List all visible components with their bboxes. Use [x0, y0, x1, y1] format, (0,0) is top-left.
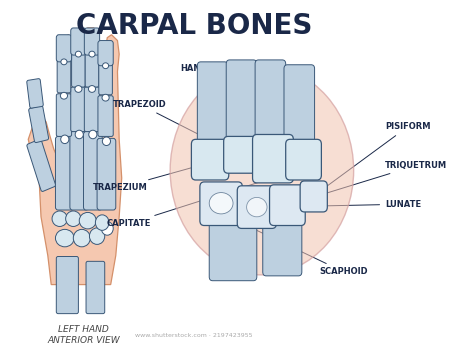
FancyBboxPatch shape — [270, 185, 305, 225]
FancyBboxPatch shape — [70, 132, 89, 210]
Ellipse shape — [75, 86, 82, 92]
FancyBboxPatch shape — [27, 139, 55, 192]
Circle shape — [170, 66, 354, 275]
Ellipse shape — [90, 228, 105, 244]
FancyBboxPatch shape — [255, 60, 286, 147]
Text: TRIQUETRUM: TRIQUETRUM — [290, 161, 447, 204]
FancyBboxPatch shape — [56, 257, 78, 314]
Text: CAPITATE: CAPITATE — [107, 179, 270, 228]
FancyBboxPatch shape — [97, 138, 116, 210]
Ellipse shape — [89, 130, 97, 139]
Polygon shape — [28, 28, 122, 285]
Text: LEFT HAND
ANTERIOR VIEW: LEFT HAND ANTERIOR VIEW — [47, 325, 120, 345]
Ellipse shape — [247, 197, 267, 217]
FancyBboxPatch shape — [57, 60, 71, 93]
FancyBboxPatch shape — [286, 139, 321, 180]
Ellipse shape — [95, 215, 109, 230]
Ellipse shape — [52, 211, 68, 226]
FancyBboxPatch shape — [72, 52, 85, 87]
Ellipse shape — [66, 211, 81, 226]
Ellipse shape — [101, 221, 113, 235]
Ellipse shape — [103, 63, 108, 69]
FancyBboxPatch shape — [300, 181, 327, 212]
Text: LUNATE: LUNATE — [269, 200, 421, 209]
FancyBboxPatch shape — [263, 221, 302, 276]
Ellipse shape — [61, 135, 69, 144]
FancyBboxPatch shape — [252, 134, 293, 183]
Text: CARPAL BONES: CARPAL BONES — [76, 13, 312, 40]
Ellipse shape — [79, 212, 96, 229]
Ellipse shape — [75, 130, 83, 139]
Ellipse shape — [55, 230, 74, 247]
FancyBboxPatch shape — [99, 64, 112, 95]
FancyBboxPatch shape — [29, 106, 49, 143]
Ellipse shape — [88, 86, 95, 92]
FancyBboxPatch shape — [27, 79, 43, 108]
FancyBboxPatch shape — [237, 186, 276, 229]
FancyBboxPatch shape — [200, 182, 243, 225]
Ellipse shape — [61, 59, 67, 65]
FancyBboxPatch shape — [86, 261, 105, 314]
FancyBboxPatch shape — [84, 132, 102, 210]
Text: SCAPHOID: SCAPHOID — [239, 222, 368, 277]
FancyBboxPatch shape — [84, 87, 99, 132]
FancyBboxPatch shape — [85, 52, 99, 87]
FancyBboxPatch shape — [84, 28, 99, 55]
FancyBboxPatch shape — [98, 41, 113, 66]
Ellipse shape — [60, 92, 68, 99]
Text: www.shutterstock.com · 2197423955: www.shutterstock.com · 2197423955 — [135, 333, 253, 338]
FancyBboxPatch shape — [71, 87, 86, 132]
Ellipse shape — [73, 230, 90, 247]
FancyBboxPatch shape — [55, 137, 74, 210]
Ellipse shape — [209, 193, 233, 214]
Ellipse shape — [75, 51, 81, 57]
FancyBboxPatch shape — [71, 28, 86, 55]
FancyBboxPatch shape — [56, 94, 72, 137]
FancyBboxPatch shape — [209, 220, 257, 281]
Text: TRAPEZIUM: TRAPEZIUM — [92, 163, 207, 192]
FancyBboxPatch shape — [98, 96, 113, 137]
FancyBboxPatch shape — [284, 65, 315, 145]
FancyBboxPatch shape — [224, 137, 258, 173]
FancyBboxPatch shape — [191, 139, 229, 180]
FancyBboxPatch shape — [56, 35, 72, 62]
Text: TRAPEZOID: TRAPEZOID — [113, 100, 238, 154]
FancyBboxPatch shape — [226, 60, 257, 147]
FancyBboxPatch shape — [198, 62, 228, 145]
Ellipse shape — [102, 94, 109, 101]
Text: HAMATE: HAMATE — [180, 64, 300, 161]
Text: PISIFORM: PISIFORM — [315, 122, 431, 195]
Ellipse shape — [89, 51, 95, 57]
Ellipse shape — [102, 137, 111, 146]
